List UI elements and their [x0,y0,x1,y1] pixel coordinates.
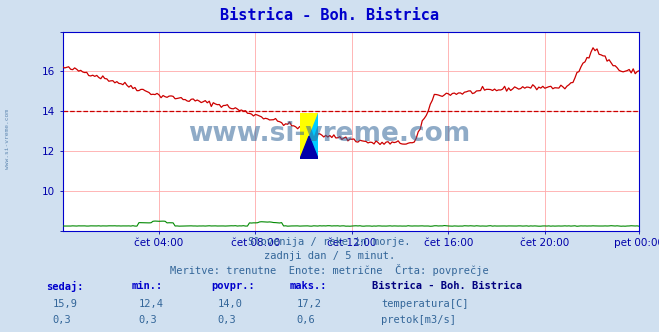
Text: maks.:: maks.: [290,281,328,290]
Text: zadnji dan / 5 minut.: zadnji dan / 5 minut. [264,251,395,261]
Polygon shape [300,113,318,159]
Text: 0,3: 0,3 [138,315,157,325]
Text: 15,9: 15,9 [53,299,78,309]
Polygon shape [300,136,318,159]
Text: Bistrica - Boh. Bistrica: Bistrica - Boh. Bistrica [372,281,523,290]
Text: Meritve: trenutne  Enote: metrične  Črta: povprečje: Meritve: trenutne Enote: metrične Črta: … [170,264,489,276]
Text: pretok[m3/s]: pretok[m3/s] [381,315,456,325]
Text: povpr.:: povpr.: [211,281,254,290]
Text: 0,6: 0,6 [297,315,315,325]
Text: www.si-vreme.com: www.si-vreme.com [5,110,11,169]
Text: 0,3: 0,3 [217,315,236,325]
Text: 12,4: 12,4 [138,299,163,309]
Text: www.si-vreme.com: www.si-vreme.com [188,122,471,147]
Text: Slovenija / reke in morje.: Slovenija / reke in morje. [248,237,411,247]
Text: Bistrica - Boh. Bistrica: Bistrica - Boh. Bistrica [220,8,439,23]
Text: 17,2: 17,2 [297,299,322,309]
Text: 0,3: 0,3 [53,315,71,325]
Text: min.:: min.: [132,281,163,290]
Text: 14,0: 14,0 [217,299,243,309]
Polygon shape [300,113,318,159]
Text: sedaj:: sedaj: [46,281,84,291]
Text: temperatura[C]: temperatura[C] [381,299,469,309]
